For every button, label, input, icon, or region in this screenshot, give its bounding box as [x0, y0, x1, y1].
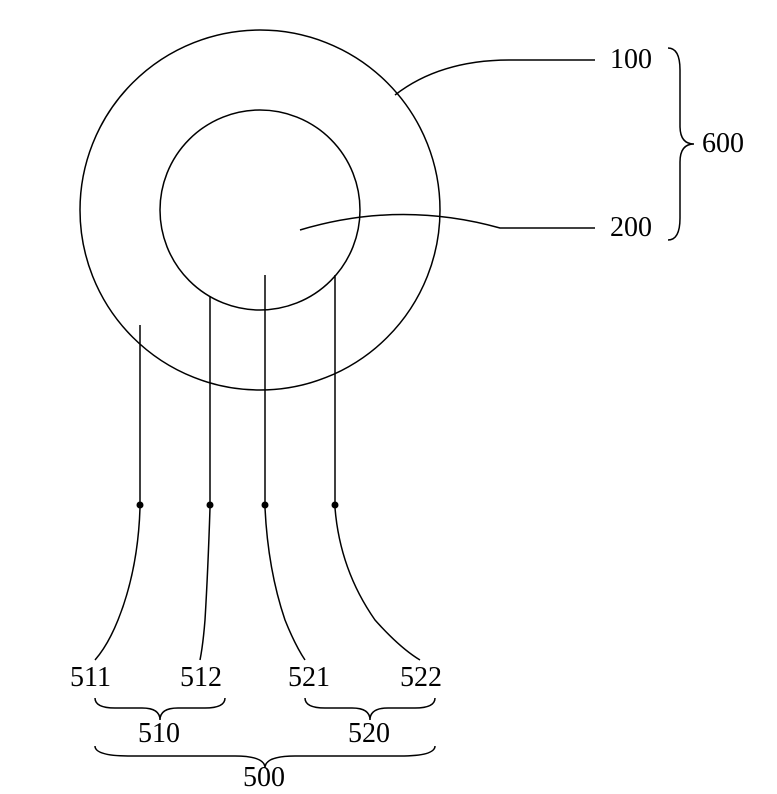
label-511: 511	[70, 662, 111, 694]
brace-510	[95, 698, 225, 720]
curve-511	[95, 508, 140, 660]
curve-521	[265, 508, 305, 660]
label-510: 510	[138, 718, 180, 750]
label-522: 522	[400, 662, 442, 694]
label-200: 200	[610, 212, 652, 244]
brace-600	[668, 48, 694, 240]
label-521: 521	[288, 662, 330, 694]
label-500: 500	[243, 762, 285, 794]
diagram-svg	[0, 0, 777, 788]
brace-520	[305, 698, 435, 720]
dot-511	[137, 502, 144, 509]
curve-512	[200, 508, 210, 660]
diagram-container: 100 200 600 511 512 521 522 510 520 500	[0, 0, 777, 788]
leader-100	[395, 60, 595, 95]
outer-circle	[80, 30, 440, 390]
dot-522	[332, 502, 339, 509]
label-100: 100	[610, 44, 652, 76]
leader-200	[300, 214, 595, 230]
inner-circle	[160, 110, 360, 310]
label-600: 600	[702, 128, 744, 160]
curve-522	[335, 508, 420, 660]
dot-521	[262, 502, 269, 509]
dot-512	[207, 502, 214, 509]
label-512: 512	[180, 662, 222, 694]
label-520: 520	[348, 718, 390, 750]
